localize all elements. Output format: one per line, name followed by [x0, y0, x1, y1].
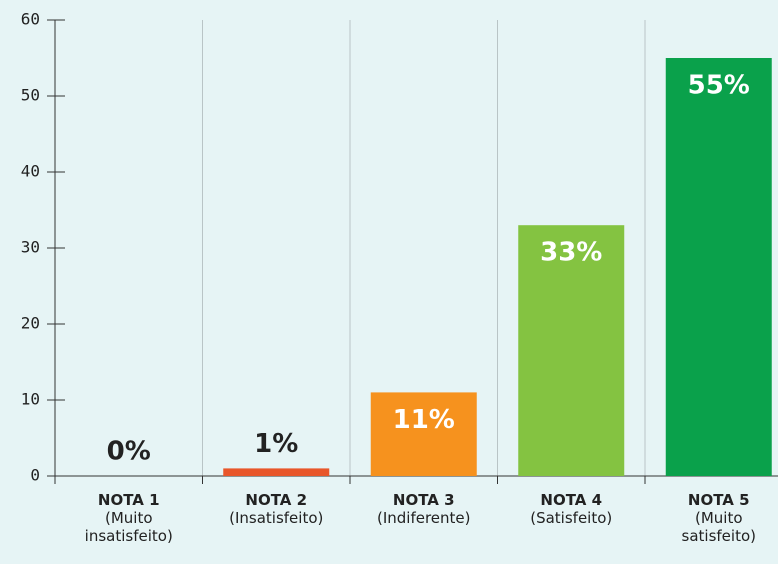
- y-tick-label: 0: [30, 466, 40, 485]
- y-tick-label: 10: [21, 390, 40, 409]
- x-tick-label: NOTA 5 (Muito satisfeito): [654, 491, 778, 545]
- category-description: (Indiferente): [376, 509, 471, 527]
- value-label: 33%: [540, 238, 602, 268]
- y-tick-label: 40: [21, 162, 40, 181]
- y-tick-label: 20: [21, 314, 40, 333]
- category-description: (Satisfeito): [530, 509, 613, 527]
- x-tick-label: NOTA 3 (Indiferente): [359, 491, 489, 527]
- category-description: (Insatisfeito): [229, 509, 324, 527]
- category-description: (Muito insatisfeito): [84, 509, 173, 545]
- x-tick-label: NOTA 2 (Insatisfeito): [211, 491, 341, 527]
- x-tick-label: NOTA 1 (Muito insatisfeito): [64, 491, 194, 545]
- category-name: NOTA 2: [245, 491, 308, 509]
- value-label: 55%: [688, 71, 750, 101]
- category-name: NOTA 1: [97, 491, 160, 509]
- value-label: 0%: [107, 437, 151, 467]
- y-tick-label: 50: [21, 86, 40, 105]
- y-tick-label: 30: [21, 238, 40, 257]
- bar: [223, 468, 330, 476]
- y-tick-label: 60: [21, 10, 40, 29]
- category-description: (Muito satisfeito): [681, 509, 756, 545]
- bar: [665, 58, 772, 476]
- bar: [518, 225, 625, 476]
- value-label: 1%: [254, 429, 298, 459]
- category-name: NOTA 3: [392, 491, 455, 509]
- bar: [370, 392, 477, 476]
- value-label: 11%: [393, 405, 455, 435]
- category-name: NOTA 4: [540, 491, 603, 509]
- x-tick-label: NOTA 4 (Satisfeito): [506, 491, 636, 527]
- category-name: NOTA 5: [687, 491, 750, 509]
